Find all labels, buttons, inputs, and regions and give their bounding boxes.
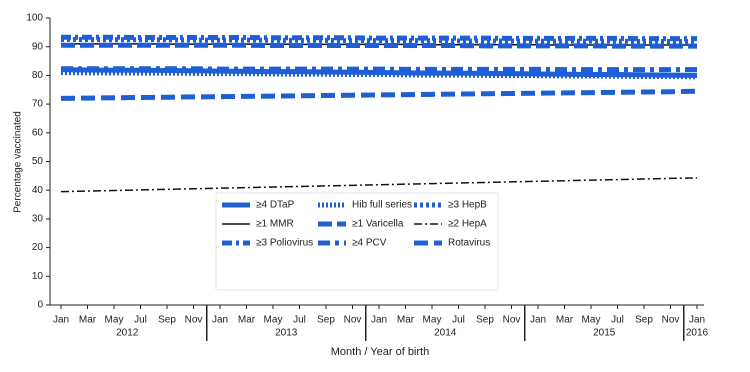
- x-tick-label: Nov: [185, 315, 203, 326]
- y-tick-label: 0: [37, 300, 43, 311]
- x-tick-label: Jan: [53, 315, 69, 326]
- year-label: 2012: [116, 328, 139, 339]
- x-tick-label: Jan: [530, 315, 546, 326]
- x-tick-label: Jul: [293, 315, 306, 326]
- x-tick-label: Sep: [158, 315, 176, 326]
- x-tick-label: Sep: [317, 315, 335, 326]
- x-tick-label: Mar: [556, 315, 574, 326]
- y-tick-label: 30: [32, 214, 44, 225]
- legend-label: ≥3 HepB: [448, 200, 487, 211]
- legend-label: ≥1 Varicella: [352, 219, 404, 230]
- legend-label: Hib full series: [352, 200, 412, 211]
- x-tick-label: Nov: [503, 315, 521, 326]
- series-line: [60, 177, 698, 193]
- x-tick-label: May: [423, 315, 442, 326]
- legend-label: ≥2 HepA: [448, 219, 487, 230]
- legend-label: ≥4 PCV: [352, 238, 387, 249]
- series-line: [61, 37, 697, 45]
- x-tick-label: Jul: [611, 315, 624, 326]
- series-line: [61, 66, 697, 73]
- x-axis-title: Month / Year of birth: [331, 346, 429, 358]
- y-tick-label: 70: [32, 99, 44, 110]
- y-tick-label: 60: [32, 127, 44, 138]
- series-line: [60, 88, 698, 101]
- legend-label: ≥4 DTaP: [256, 200, 295, 211]
- x-tick-label: Mar: [238, 315, 256, 326]
- year-label: 2014: [434, 328, 457, 339]
- y-tick-label: 10: [32, 271, 44, 282]
- year-label: 2016: [686, 328, 709, 339]
- y-tick-label: 100: [26, 13, 43, 24]
- x-tick-label: May: [264, 315, 283, 326]
- x-tick-label: May: [105, 315, 124, 326]
- y-axis-title: Percentage vaccinated: [13, 111, 24, 213]
- x-tick-label: Jan: [212, 315, 228, 326]
- x-tick-label: Jan: [689, 315, 705, 326]
- x-tick-label: Sep: [635, 315, 653, 326]
- x-tick-label: Sep: [476, 315, 494, 326]
- x-tick-label: Nov: [662, 315, 680, 326]
- y-tick-label: 90: [32, 41, 44, 52]
- y-tick-label: 40: [32, 185, 44, 196]
- legend-label: ≥1 MMR: [256, 219, 294, 230]
- legend-label: ≥3 Poliovirus: [256, 238, 313, 249]
- y-tick-label: 50: [32, 156, 44, 167]
- legend-label: Rotavirus: [448, 238, 490, 249]
- x-tick-label: Jan: [371, 315, 387, 326]
- year-label: 2013: [275, 328, 298, 339]
- x-tick-label: Jul: [452, 315, 465, 326]
- series-line: [61, 42, 697, 49]
- x-tick-label: Mar: [79, 315, 97, 326]
- x-tick-label: Jul: [134, 315, 147, 326]
- y-tick-label: 80: [32, 70, 44, 81]
- x-tick-label: Mar: [397, 315, 415, 326]
- year-label: 2015: [593, 328, 616, 339]
- x-tick-label: Nov: [344, 315, 362, 326]
- x-tick-label: May: [582, 315, 601, 326]
- legend-box: [215, 192, 499, 291]
- y-tick-label: 20: [32, 242, 44, 253]
- series-line: [61, 34, 697, 42]
